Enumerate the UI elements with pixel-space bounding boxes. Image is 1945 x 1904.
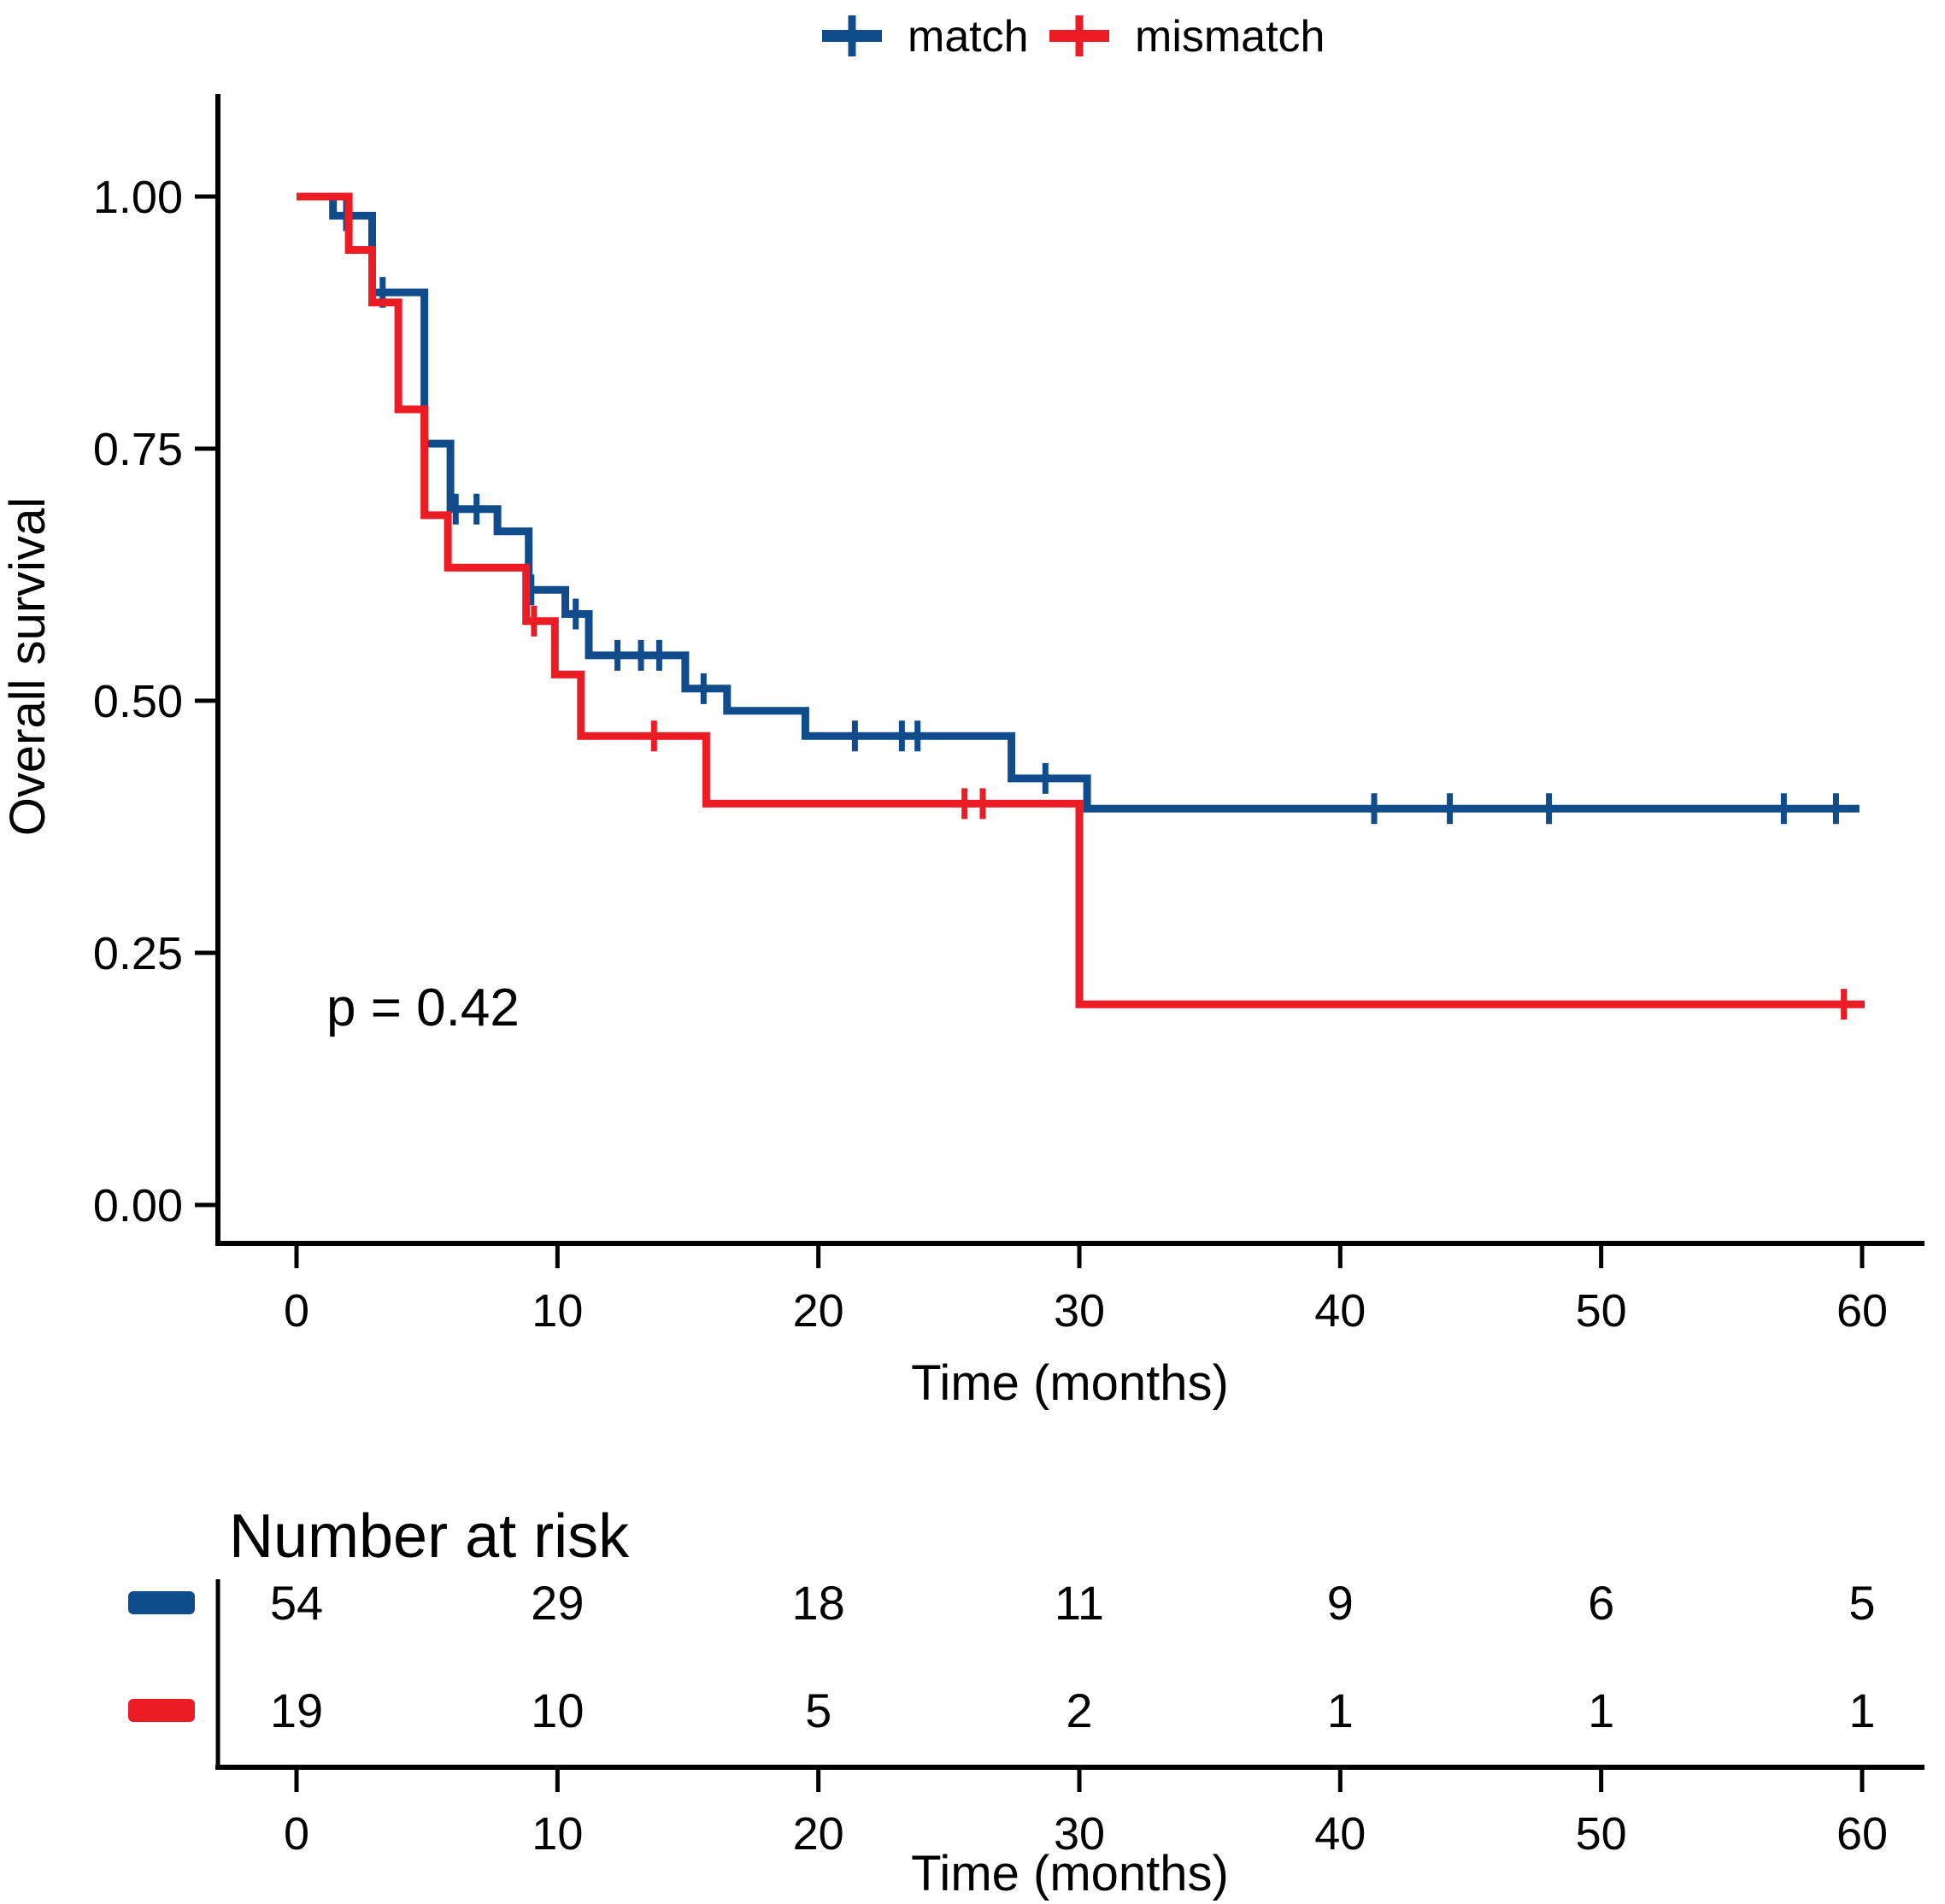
risk-x-tick-label: 40 <box>1314 1808 1366 1860</box>
risk-count-mismatch: 1 <box>1327 1684 1354 1737</box>
y-tick-label: 0.75 <box>93 424 183 475</box>
risk-x-tick-label: 50 <box>1576 1808 1627 1860</box>
risk-x-tick-label: 10 <box>532 1808 583 1860</box>
plot-area: 1.00 0.75 0.50 0.25 0.00 0 0 10 10 20 20 30 30 40 40 50… <box>93 172 1888 1860</box>
risk-x-tick-label: 20 <box>793 1808 844 1860</box>
risk-count-match: 5 <box>1848 1576 1875 1630</box>
risk-x-axis-title: Time (months) <box>911 1846 1229 1901</box>
y-tick-label: 0.00 <box>93 1180 183 1231</box>
x-tick-label: 30 <box>1054 1285 1105 1337</box>
risk-x-tick-label: 0 <box>284 1808 309 1860</box>
risk-count-mismatch: 19 <box>270 1684 323 1737</box>
x-tick-label: 60 <box>1836 1285 1888 1337</box>
risk-count-mismatch: 1 <box>1588 1684 1614 1737</box>
x-tick-label: 10 <box>532 1285 583 1337</box>
x-tick-label: 0 <box>284 1285 309 1337</box>
x-tick-label: 40 <box>1314 1285 1366 1337</box>
risk-count-match: 29 <box>531 1576 584 1630</box>
y-tick-label: 0.50 <box>93 676 183 727</box>
y-axis-title: Overall survival <box>0 497 56 836</box>
risk-x-tick-label: 60 <box>1836 1808 1888 1860</box>
km-curve-match <box>297 192 1860 813</box>
risk-count-mismatch: 5 <box>805 1684 831 1737</box>
risk-table: Number at risk Time (months) <box>128 1502 1924 1901</box>
x-axis-title: Time (months) <box>911 1355 1229 1411</box>
km-curve-mismatch <box>297 192 1865 1008</box>
legend-item-mismatch: mismatch <box>1049 12 1325 62</box>
legend-label-match: match <box>908 12 1029 62</box>
x-tick-label: 50 <box>1576 1285 1627 1337</box>
y-tick-label: 1.00 <box>93 172 183 223</box>
legend-item-match: match <box>822 12 1029 62</box>
risk-count-mismatch: 10 <box>531 1684 584 1737</box>
legend: match mismatch <box>822 12 1325 62</box>
risk-count-match: 18 <box>792 1576 845 1630</box>
risk-count-match: 9 <box>1327 1576 1354 1630</box>
y-tick-label: 0.25 <box>93 928 183 979</box>
risk-row-swatch-match <box>128 1591 195 1614</box>
risk-table-title: Number at risk <box>229 1502 630 1571</box>
risk-count-match: 6 <box>1588 1576 1614 1630</box>
p-value-annotation: p = 0.42 <box>326 978 520 1037</box>
x-tick-label: 20 <box>793 1285 844 1337</box>
risk-count-match: 11 <box>1055 1576 1104 1630</box>
risk-x-tick-label: 30 <box>1054 1808 1105 1860</box>
risk-row-swatch-mismatch <box>128 1699 195 1722</box>
risk-count-mismatch: 2 <box>1066 1684 1092 1737</box>
risk-count-match: 54 <box>270 1576 323 1630</box>
risk-count-mismatch: 1 <box>1848 1684 1875 1737</box>
legend-label-mismatch: mismatch <box>1135 12 1325 62</box>
